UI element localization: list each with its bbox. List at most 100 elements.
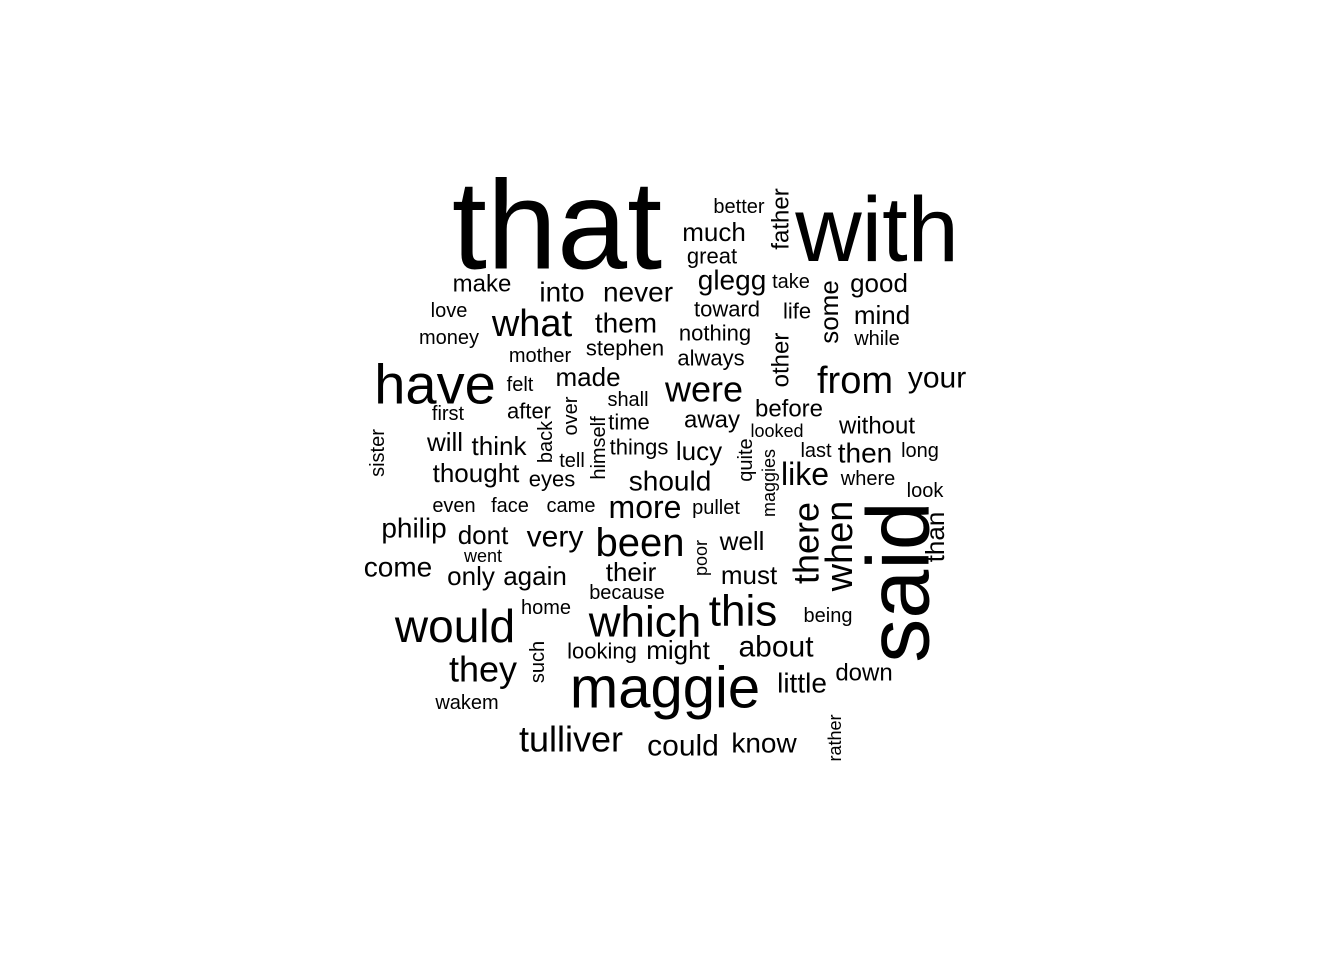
word-looked: looked [750, 421, 803, 441]
word-over: over [560, 396, 582, 435]
word-eyes: eyes [529, 467, 575, 492]
word-dont: dont [458, 520, 509, 550]
word-take: take [772, 271, 810, 293]
word-money: money [419, 327, 479, 349]
word-well: well [719, 526, 765, 556]
word-even: even [432, 495, 475, 517]
word-while: while [853, 328, 900, 350]
word-without: without [838, 413, 915, 440]
word-philip: philip [381, 513, 446, 544]
word-long: long [901, 440, 939, 462]
word-felt: felt [507, 374, 534, 396]
word-himself: himself [588, 416, 610, 480]
word-been: been [596, 521, 685, 565]
word-last: last [800, 440, 832, 462]
word-when: when [819, 501, 861, 593]
word-rather: rather [825, 714, 845, 761]
word-have: have [374, 353, 495, 416]
word-went: went [463, 546, 502, 566]
word-sister: sister [367, 429, 389, 477]
word-look: look [907, 480, 945, 502]
word-where: where [840, 468, 895, 490]
word-stephen: stephen [586, 336, 664, 361]
word-face: face [491, 495, 529, 517]
word-love: love [431, 300, 468, 322]
word-lucy: lucy [676, 436, 722, 466]
word-maggie: maggie [570, 656, 760, 721]
word-much: much [682, 217, 746, 247]
word-their: their [606, 557, 657, 587]
word-there: there [786, 502, 827, 584]
word-again: again [503, 561, 567, 591]
word-mother: mother [509, 345, 572, 367]
word-such: such [527, 641, 549, 683]
word-your: your [908, 362, 966, 395]
word-from: from [817, 360, 893, 402]
word-came: came [547, 495, 596, 517]
word-looking: looking [567, 639, 637, 664]
word-that: that [452, 155, 662, 296]
word-thought: thought [433, 458, 521, 488]
word-great: great [687, 244, 737, 269]
word-shall: shall [607, 389, 648, 411]
word-only: only [447, 561, 495, 591]
word-before: before [755, 396, 823, 423]
word-first: first [432, 403, 465, 425]
word-little: little [777, 668, 827, 699]
word-come: come [364, 552, 432, 583]
word-they: they [449, 649, 517, 690]
word-always: always [677, 346, 744, 371]
word-because: because [589, 582, 665, 604]
word-about: about [738, 631, 814, 664]
word-should: should [629, 466, 712, 497]
word-must: must [721, 560, 778, 590]
word-then: then [838, 438, 893, 469]
word-will: will [426, 427, 463, 457]
word-pullet: pullet [692, 497, 740, 519]
word-mind: mind [854, 300, 910, 330]
word-could: could [647, 730, 719, 763]
word-poor: poor [691, 540, 711, 576]
word-tulliver: tulliver [519, 719, 623, 760]
word-might: might [646, 635, 710, 665]
word-home: home [521, 597, 571, 619]
word-know: know [731, 728, 797, 759]
word-this: this [709, 587, 777, 636]
word-down: down [835, 660, 892, 687]
word-life: life [783, 299, 811, 324]
word-them: them [595, 308, 657, 339]
word-better: better [713, 196, 764, 218]
word-what: what [491, 303, 573, 345]
word-away: away [684, 407, 740, 434]
word-quite: quite [735, 438, 757, 481]
word-some: some [814, 280, 844, 344]
word-never: never [603, 277, 673, 308]
word-tell: tell [559, 450, 585, 472]
word-other: other [768, 333, 795, 388]
word-father: father [768, 188, 795, 249]
word-were: were [664, 369, 743, 410]
word-after: after [507, 399, 551, 424]
word-like: like [781, 456, 829, 492]
word-than: than [920, 512, 950, 563]
word-with: with [794, 179, 959, 281]
word-things: things [610, 435, 669, 460]
word-being: being [804, 605, 853, 627]
word-which: which [588, 598, 702, 647]
word-maggies: maggies [759, 449, 779, 517]
word-very: very [527, 521, 584, 554]
word-toward: toward [694, 297, 760, 322]
word-nothing: nothing [679, 321, 751, 346]
word-make: make [453, 271, 512, 298]
word-good: good [850, 268, 908, 298]
word-made: made [555, 362, 620, 392]
word-time: time [608, 410, 650, 435]
word-would: would [394, 600, 515, 652]
word-into: into [539, 277, 584, 308]
word-more: more [609, 489, 682, 525]
word-said: said [849, 501, 948, 662]
word-glegg: glegg [698, 265, 767, 296]
word-wakem: wakem [434, 692, 498, 714]
word-back: back [535, 420, 557, 463]
